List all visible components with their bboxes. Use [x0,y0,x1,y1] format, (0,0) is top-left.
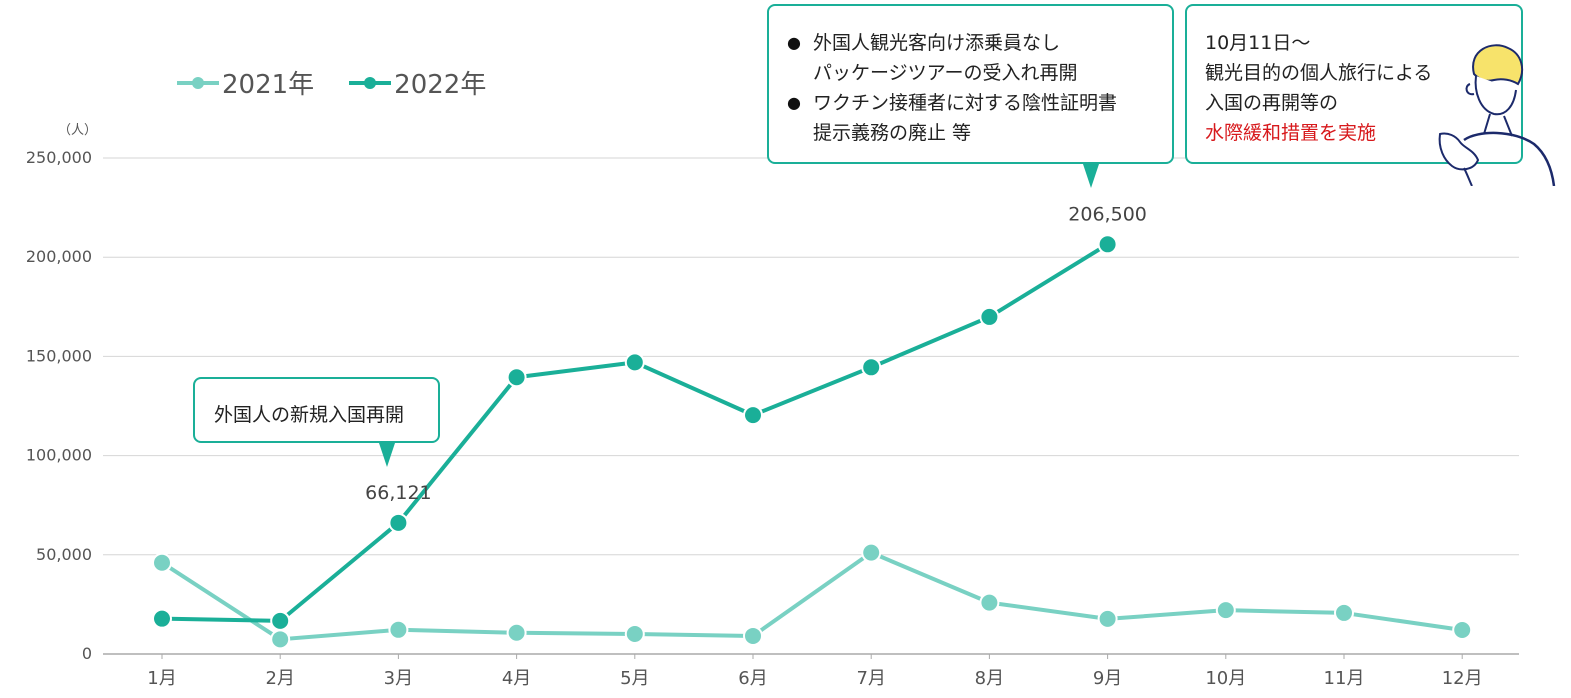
x-tick-label: 2月 [265,668,294,689]
callout-new-entry: 外国人の新規入国再開 [193,377,440,443]
legend-swatch-2022 [349,76,392,89]
data-point [1334,602,1354,623]
callout-bullet-1: ● 外国人観光客向け添乗員なし パッケージツアーの受入れ再開 [787,28,1162,88]
series-2021年 [152,542,1473,650]
legend-item-2021: 2021年 [176,64,314,101]
bullet-icon: ● [787,93,801,112]
y-tick-label: 200,000 [26,247,92,266]
y-axis-unit: （人） [58,123,97,138]
data-point [743,405,763,426]
y-tick-label: 150,000 [26,346,92,365]
callout-october-highlight: 水際緩和措置を実施 [1205,122,1377,144]
data-point [506,367,527,388]
callout-october-line-1: 10月11日～ [1205,32,1311,54]
callout-bullet-1-text: 外国人観光客向け添乗員なし パッケージツアーの受入れ再開 [813,32,1078,84]
y-axis-ticks: 0 50,000 100,000 150,000 200,000 250,000 [26,148,92,663]
data-point [270,610,291,631]
data-point [1215,600,1236,621]
series-group [152,234,1473,650]
callout-new-entry-text: 外国人の新規入国再開 [214,404,405,426]
x-tick-label: 1月 [147,668,176,689]
gridlines [103,157,1519,655]
callout-tour-resumption: ● 外国人観光客向け添乗員なし パッケージツアーの受入れ再開 ● ワクチン接種者… [767,4,1174,164]
x-tick-label: 5月 [620,668,649,689]
legend-label-2021: 2021年 [222,70,315,100]
man-pointing-icon [1438,44,1556,186]
callout-bullet-2-text: ワクチン接種者に対する陰性証明書 提示義務の廃止 等 [813,92,1118,144]
data-point [1097,608,1118,629]
data-point [1097,234,1118,255]
x-tick-label: 3月 [384,668,413,689]
x-axis-ticks: 1月 2月 3月 4月 5月 6月 7月 8月 9月 10月 11月 12月 [147,654,1483,689]
x-tick-label: 7月 [856,668,885,689]
data-label: 206,500 [1068,203,1147,225]
x-tick-label: 10月 [1205,668,1246,689]
data-label: 66,121 [365,482,431,504]
data-point [1452,619,1473,640]
data-labels: 66,121 206,500 [365,203,1147,504]
bullet-icon: ● [787,33,801,52]
y-tick-label: 250,000 [26,148,92,167]
x-tick-label: 11月 [1324,668,1365,689]
data-point [624,623,645,644]
x-tick-label: 6月 [738,668,767,689]
data-point [979,306,1000,327]
series-2022年 [152,234,1118,631]
legend: 2021年 2022年 [176,64,486,101]
legend-swatch-2021 [177,76,219,89]
y-tick-label: 100,000 [26,446,92,465]
data-point [861,542,882,563]
data-point [152,608,172,629]
data-point [388,512,409,533]
data-point [861,357,882,378]
x-tick-label: 4月 [502,668,531,689]
legend-item-2022: 2022年 [348,64,486,101]
data-point [388,619,409,640]
y-tick-label: 50,000 [36,545,92,564]
data-point [270,629,291,650]
data-point [979,592,1000,613]
callout-tour-resumption-tail [1083,164,1099,188]
x-tick-label: 12月 [1442,668,1483,689]
data-point [506,622,527,643]
callout-new-entry-tail [379,443,395,467]
series-line [160,550,1463,642]
x-tick-label: 9月 [1093,668,1122,689]
y-tick-label: 0 [82,644,92,663]
data-point [152,552,172,573]
legend-label-2022: 2022年 [394,70,487,100]
callout-bullet-2: ● ワクチン接種者に対する陰性証明書 提示義務の廃止 等 [787,88,1162,148]
data-point [624,352,645,373]
x-tick-label: 8月 [975,668,1004,689]
callout-october-line-3: 入国の再開等の [1205,92,1339,114]
callout-october-line-2: 観光目的の個人旅行による [1205,62,1433,84]
data-point [743,625,763,646]
